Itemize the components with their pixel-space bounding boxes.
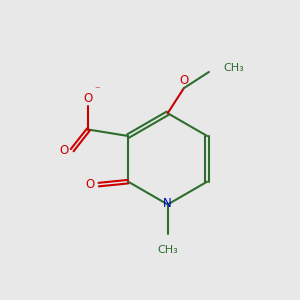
Text: O: O <box>84 92 93 104</box>
Text: O: O <box>180 74 189 87</box>
Text: N: N <box>163 197 172 210</box>
Text: O: O <box>60 144 69 157</box>
Text: CH₃: CH₃ <box>157 245 178 255</box>
Text: CH₃: CH₃ <box>224 63 244 74</box>
Text: ⁻: ⁻ <box>94 85 99 95</box>
Text: O: O <box>86 178 95 191</box>
